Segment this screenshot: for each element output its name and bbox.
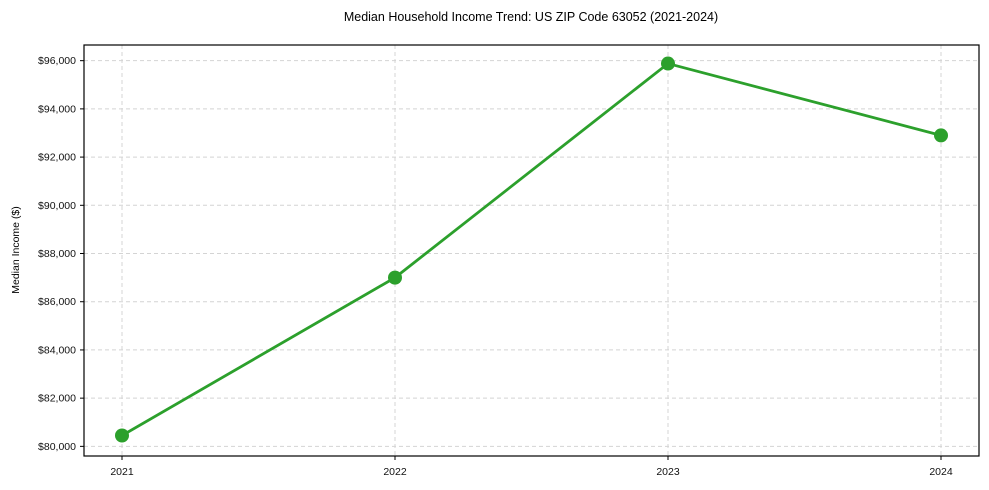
y-tick-label: $82,000 (38, 393, 76, 405)
plot-border (83, 44, 980, 457)
y-tick-label: $88,000 (38, 248, 76, 260)
x-tick-label: 2024 (929, 466, 953, 478)
x-tick-label: 2023 (656, 466, 680, 478)
x-tick-labels: 2021 2022 2023 2024 (110, 466, 953, 478)
y-tick-labels: $80,000 $82,000 $84,000 $86,000 $88,000 $90,0… (38, 55, 76, 453)
y-tick-label: $92,000 (38, 152, 76, 164)
gridlines (84, 45, 979, 456)
y-tick-label: $90,000 (38, 200, 76, 212)
y-tick-label: $80,000 (38, 441, 76, 453)
y-axis-label: Median Income ($) (10, 206, 22, 294)
data-point (661, 56, 675, 71)
axis-ticks (80, 60, 942, 460)
data-points (115, 56, 948, 443)
y-tick-label: $94,000 (38, 103, 76, 115)
data-point (934, 128, 948, 143)
y-tick-label: $84,000 (38, 344, 76, 356)
data-point (115, 428, 129, 443)
y-tick-label: $86,000 (38, 296, 76, 308)
data-point (388, 270, 402, 285)
trend-line (120, 62, 943, 437)
x-tick-label: 2022 (383, 466, 407, 478)
chart-title: Median Household Income Trend: US ZIP Co… (344, 10, 718, 24)
x-tick-label: 2021 (110, 466, 134, 478)
y-tick-label: $96,000 (38, 55, 76, 67)
